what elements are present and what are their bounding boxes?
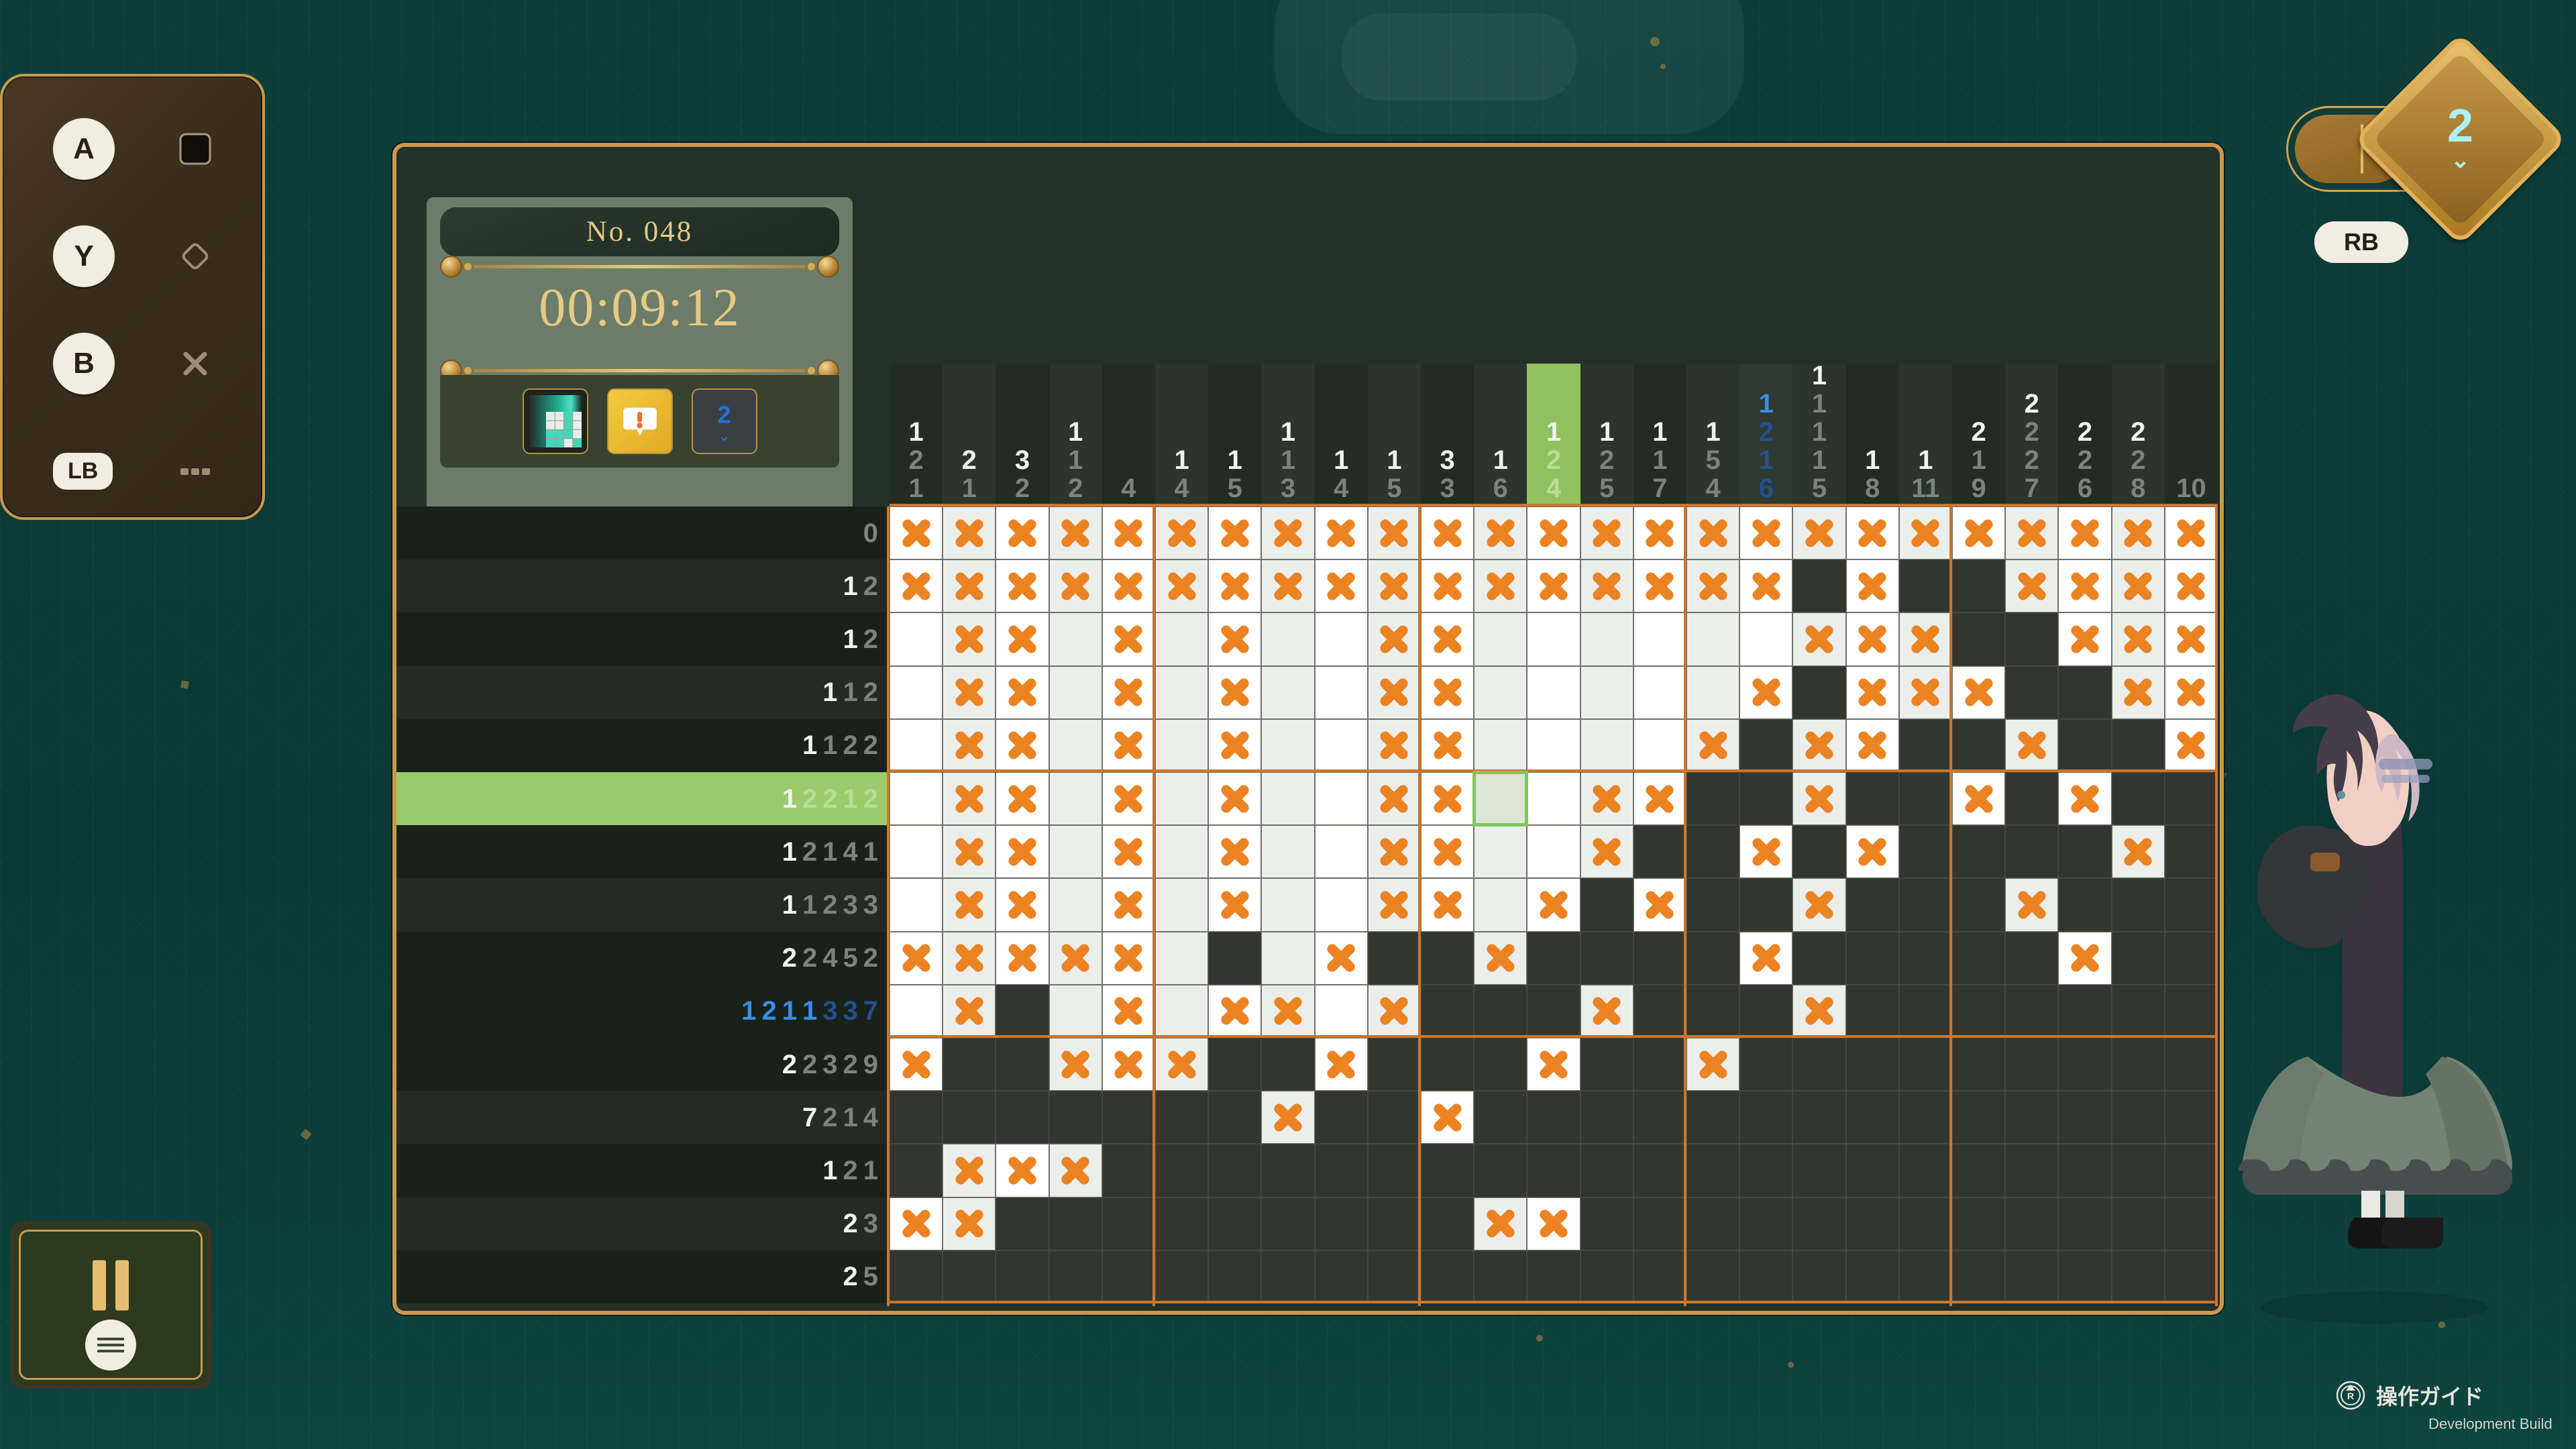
svg-text:R: R <box>2347 1391 2354 1401</box>
svg-text:2: 2 <box>718 401 731 428</box>
svg-text:⌄: ⌄ <box>718 427 731 444</box>
